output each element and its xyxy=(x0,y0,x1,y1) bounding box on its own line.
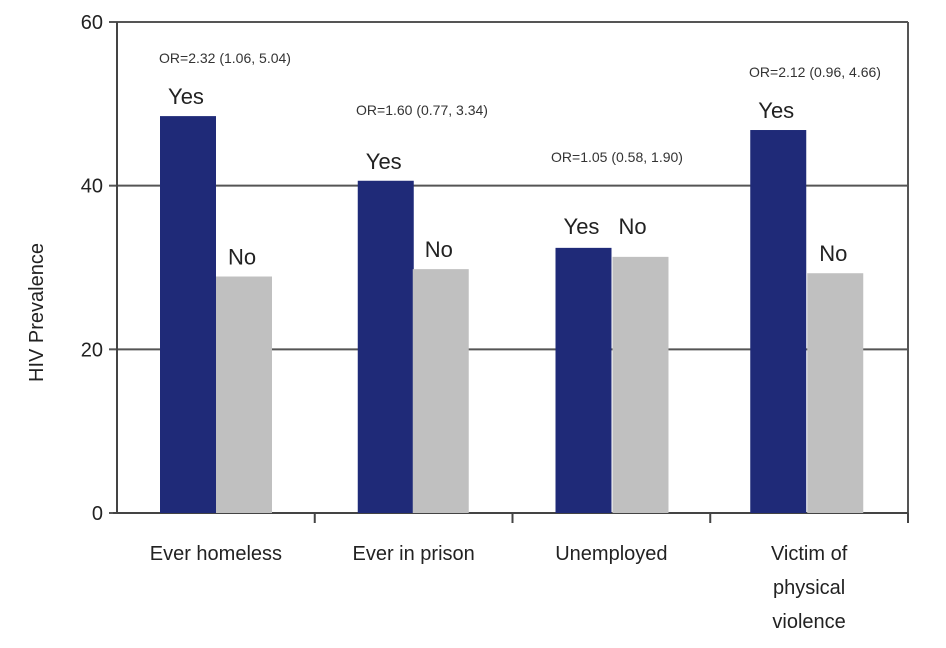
bar-label-yes: Yes xyxy=(564,214,600,239)
y-tick-label: 20 xyxy=(81,339,103,361)
bar-no xyxy=(412,269,469,513)
bar-yes xyxy=(555,247,612,514)
bar-label-no: No xyxy=(819,241,847,266)
x-tick-label: Victim of xyxy=(771,543,848,565)
bar-label-no: No xyxy=(618,214,646,239)
bar-no xyxy=(612,256,669,513)
x-tick-label: Ever in prison xyxy=(352,543,474,565)
bar-no xyxy=(807,273,864,513)
bar-yes xyxy=(160,116,216,513)
y-tick-label: 60 xyxy=(81,12,103,34)
x-tick-label: Unemployed xyxy=(555,543,667,565)
y-tick-label: 40 xyxy=(81,176,103,198)
odds-ratio-annotation: OR=2.12 (0.96, 4.66) xyxy=(749,64,881,80)
x-tick-label: violence xyxy=(772,611,845,633)
odds-ratio-annotation: OR=1.60 (0.77, 3.34) xyxy=(356,102,488,118)
x-tick-label: Ever homeless xyxy=(150,543,282,565)
bar-yes xyxy=(750,130,807,513)
bar-label-no: No xyxy=(425,237,453,262)
bar-yes xyxy=(357,180,414,514)
bar-label-yes: Yes xyxy=(366,149,402,174)
x-tick-label: physical xyxy=(773,577,845,599)
y-axis-label: HIV Prevalence xyxy=(26,243,48,382)
y-tick-label: 0 xyxy=(92,503,103,525)
bar-label-yes: Yes xyxy=(758,98,794,123)
odds-ratio-annotation: OR=1.05 (0.58, 1.90) xyxy=(551,149,683,165)
bar-label-no: No xyxy=(228,245,256,270)
bar-label-yes: Yes xyxy=(168,84,204,109)
odds-ratio-annotation: OR=2.32 (1.06, 5.04) xyxy=(159,50,291,66)
bar-no xyxy=(216,276,272,513)
